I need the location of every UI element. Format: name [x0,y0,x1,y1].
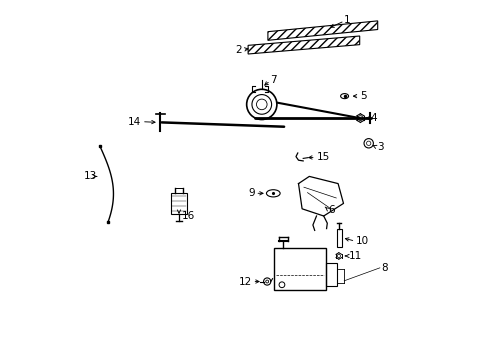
Text: 14: 14 [128,117,141,127]
Text: 8: 8 [381,263,387,273]
Text: 7: 7 [269,75,276,85]
Text: 10: 10 [355,236,368,246]
Text: 4: 4 [370,113,376,123]
Text: 3: 3 [376,142,383,152]
Text: 5: 5 [359,91,366,101]
Text: 12: 12 [238,276,251,287]
Text: 11: 11 [348,251,362,261]
Circle shape [265,280,268,283]
Text: 2: 2 [235,45,241,55]
Text: 1: 1 [343,15,349,25]
Text: 15: 15 [316,152,329,162]
Text: 13: 13 [84,171,97,181]
Text: 9: 9 [247,188,254,198]
Text: 16: 16 [182,211,195,221]
Text: 6: 6 [327,204,334,215]
